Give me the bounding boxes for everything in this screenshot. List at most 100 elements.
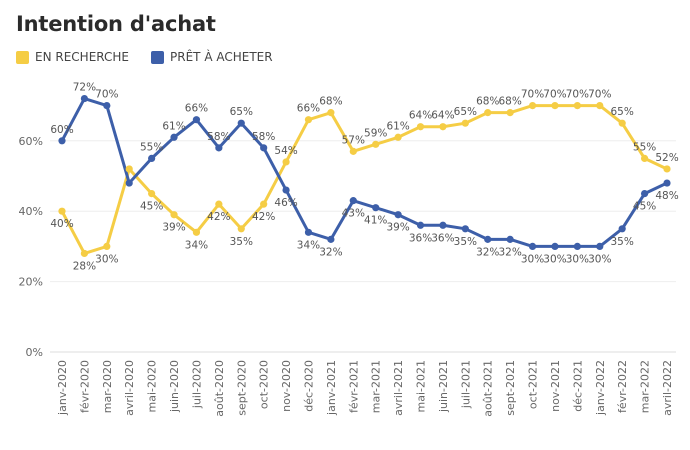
data-label: 68% xyxy=(476,96,499,108)
legend-item-en-recherche[interactable]: EN RECHERCHE xyxy=(16,50,129,64)
data-point-en-recherche xyxy=(349,147,357,155)
x-tick-label: févr-2021 xyxy=(347,360,360,413)
data-label: 35% xyxy=(611,236,634,248)
x-tick-label: nov-2021 xyxy=(549,360,562,412)
data-point-pret-a-acheter xyxy=(663,179,671,187)
data-point-en-recherche xyxy=(237,225,245,233)
x-tick-label: avril-2021 xyxy=(392,360,405,416)
data-point-en-recherche xyxy=(461,119,469,127)
data-point-pret-a-acheter xyxy=(327,235,335,243)
data-point-en-recherche xyxy=(439,123,447,131)
data-point-pret-a-acheter xyxy=(260,144,268,152)
y-tick-label: 0% xyxy=(26,346,43,359)
data-point-pret-a-acheter xyxy=(416,221,425,229)
x-tick-label: avril-2020 xyxy=(123,360,136,416)
data-label: 66% xyxy=(297,103,320,115)
x-tick-label: janv-2020 xyxy=(56,360,69,416)
data-point-en-recherche xyxy=(640,154,649,162)
x-tick-label: oct-2020 xyxy=(258,360,271,409)
data-point-pret-a-acheter xyxy=(80,94,89,103)
y-tick-label: 40% xyxy=(19,205,43,218)
data-label: 72% xyxy=(73,82,96,94)
data-label: 42% xyxy=(252,211,275,223)
y-tick-label: 20% xyxy=(19,276,43,289)
data-point-en-recherche xyxy=(192,228,201,236)
x-tick-label: mar-2021 xyxy=(370,360,383,413)
data-label: 52% xyxy=(655,152,678,164)
data-label: 30% xyxy=(566,253,589,265)
data-label: 46% xyxy=(274,197,297,209)
data-point-en-recherche xyxy=(551,102,559,110)
data-point-pret-a-acheter xyxy=(282,186,290,194)
data-label: 54% xyxy=(274,145,297,157)
data-point-en-recherche xyxy=(394,133,402,141)
data-label: 70% xyxy=(95,89,118,101)
legend-swatch-pret-a-acheter xyxy=(151,50,165,64)
data-label: 59% xyxy=(364,127,387,139)
chart-legend: EN RECHERCHE PRÊT À ACHETER xyxy=(16,50,273,64)
data-point-pret-a-acheter xyxy=(596,242,604,250)
data-label: 45% xyxy=(633,201,656,213)
data-label: 36% xyxy=(431,232,454,244)
data-label: 70% xyxy=(566,89,589,101)
data-label: 70% xyxy=(588,89,611,101)
data-label: 64% xyxy=(431,110,454,122)
data-point-en-recherche xyxy=(416,123,425,131)
data-point-pret-a-acheter xyxy=(148,154,156,162)
data-point-en-recherche xyxy=(484,109,492,117)
data-point-en-recherche xyxy=(215,200,223,208)
series-line-en-recherche xyxy=(60,104,668,255)
x-tick-label: mar-2022 xyxy=(639,360,652,413)
data-point-en-recherche xyxy=(282,158,290,166)
x-tick-label: sept-2020 xyxy=(235,360,248,416)
data-point-pret-a-acheter xyxy=(484,235,492,243)
legend-label-pret-a-acheter: PRÊT À ACHETER xyxy=(170,50,273,64)
x-tick-label: janv-2021 xyxy=(325,360,338,416)
data-label: 30% xyxy=(521,253,544,265)
data-point-pret-a-acheter xyxy=(640,190,649,198)
data-point-pret-a-acheter xyxy=(461,225,469,233)
data-point-pret-a-acheter xyxy=(192,116,201,124)
data-label: 30% xyxy=(543,253,566,265)
data-point-pret-a-acheter xyxy=(551,242,559,250)
x-tick-label: avril-2022 xyxy=(661,360,674,416)
data-point-pret-a-acheter xyxy=(394,211,402,219)
x-tick-label: juin-2020 xyxy=(168,360,181,413)
data-label: 30% xyxy=(588,253,611,265)
data-label: 55% xyxy=(140,141,163,153)
legend-item-pret-a-acheter[interactable]: PRÊT À ACHETER xyxy=(151,50,273,64)
data-label: 68% xyxy=(498,96,521,108)
data-label: 66% xyxy=(185,103,208,115)
data-label: 65% xyxy=(611,106,634,118)
data-label: 70% xyxy=(543,89,566,101)
x-tick-label: juil-2021 xyxy=(459,360,472,409)
data-label: 57% xyxy=(342,134,365,146)
data-label: 35% xyxy=(454,236,477,248)
data-label: 58% xyxy=(207,131,230,143)
x-tick-label: août-2021 xyxy=(482,360,495,417)
data-label: 64% xyxy=(409,110,432,122)
x-tick-label: juin-2021 xyxy=(437,360,450,413)
x-tick-label: janv-2022 xyxy=(594,360,607,416)
data-point-pret-a-acheter xyxy=(528,242,537,250)
data-point-en-recherche xyxy=(260,200,268,208)
data-label: 70% xyxy=(521,89,544,101)
data-point-pret-a-acheter xyxy=(506,235,514,243)
data-label: 36% xyxy=(409,232,432,244)
data-label: 35% xyxy=(230,236,253,248)
data-point-pret-a-acheter xyxy=(439,221,447,229)
x-tick-label: juil-2020 xyxy=(190,360,203,409)
data-label: 65% xyxy=(454,106,477,118)
data-point-pret-a-acheter xyxy=(573,242,581,250)
data-label: 34% xyxy=(297,239,320,251)
data-point-pret-a-acheter xyxy=(618,225,626,233)
x-tick-label: mai-2021 xyxy=(415,360,428,412)
data-point-en-recherche xyxy=(103,242,111,250)
data-label: 60% xyxy=(50,124,73,136)
data-point-en-recherche xyxy=(663,165,671,173)
data-point-pret-a-acheter xyxy=(215,144,223,152)
data-point-pret-a-acheter xyxy=(349,197,357,205)
data-point-pret-a-acheter xyxy=(237,119,245,127)
x-tick-label: nov-2020 xyxy=(280,360,293,412)
